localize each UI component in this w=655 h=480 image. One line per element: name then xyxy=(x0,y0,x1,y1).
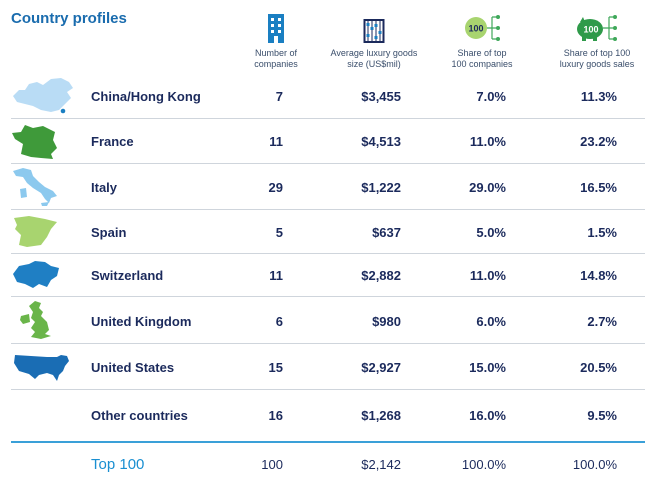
china-map-icon xyxy=(13,78,73,114)
total-row: Top 100 100 $2,142 100.0% 100.0% xyxy=(11,441,645,480)
usa-map-icon xyxy=(14,355,69,381)
italy-map-icon xyxy=(13,168,57,206)
cell-companies: 11 xyxy=(269,268,283,283)
cell-share-companies: 16.0% xyxy=(469,408,506,423)
header-label-line2: luxury goods sales xyxy=(559,58,635,69)
cell-share-sales: 23.2% xyxy=(580,134,617,149)
page-title: Country profiles xyxy=(11,10,127,27)
cell-share-sales: 16.5% xyxy=(580,180,617,195)
header-number-of-companies: Number of companies xyxy=(240,12,312,72)
cell-companies: 16 xyxy=(268,408,283,423)
cell-companies: 11 xyxy=(269,134,283,149)
header-label-line2: 100 companies xyxy=(451,58,513,69)
cell-share-companies: 100.0% xyxy=(461,457,506,472)
coin-badge-text: 100 xyxy=(468,24,483,34)
cell-companies: 100 xyxy=(261,457,283,472)
cell-share-sales: 14.8% xyxy=(580,268,617,283)
cell-share-companies: 29.0% xyxy=(469,180,506,195)
cell-companies: 29 xyxy=(268,180,283,195)
cell-share-companies: 15.0% xyxy=(469,360,506,375)
country-name: United Kingdom xyxy=(91,314,192,329)
header-average-size: Average luxury goods size (US$mil) xyxy=(322,12,426,72)
building-icon xyxy=(268,14,284,43)
country-name: China/Hong Kong xyxy=(91,89,201,104)
uk-map-icon xyxy=(20,301,51,339)
cell-share-companies: 11.0% xyxy=(469,134,506,149)
cell-companies: 15 xyxy=(268,360,283,375)
table-row: France 11 $4,513 11.0% 23.2% xyxy=(11,119,645,164)
table-row: Spain 5 $637 5.0% 1.5% xyxy=(11,210,645,254)
cell-share-sales: 100.0% xyxy=(572,457,617,472)
table-row: Italy 29 $1,222 29.0% 16.5% xyxy=(11,164,645,210)
coin-network-icon: 100 xyxy=(465,15,500,41)
cell-average-size: $3,455 xyxy=(361,89,401,104)
piggy-badge-text: 100 xyxy=(583,25,598,35)
piggy-bank-network-icon: 100 xyxy=(577,15,617,41)
header-label-line1: Number of xyxy=(254,48,298,58)
france-map-icon xyxy=(12,125,57,159)
cell-share-sales: 20.5% xyxy=(580,360,617,375)
cell-share-sales: 1.5% xyxy=(587,225,617,240)
cell-share-sales: 2.7% xyxy=(587,314,617,329)
table-row: China/Hong Kong 7 $3,455 7.0% 11.3% xyxy=(11,74,645,119)
header-label-line1: Average luxury goods xyxy=(330,48,418,58)
table-row: United Kingdom 6 $980 6.0% 2.7% xyxy=(11,297,645,344)
cell-companies: 7 xyxy=(275,89,283,104)
abacus-icon xyxy=(363,19,385,43)
country-name: Italy xyxy=(91,180,118,195)
cell-share-companies: 7.0% xyxy=(476,89,506,104)
cell-average-size: $4,513 xyxy=(361,134,401,149)
total-label: Top 100 xyxy=(91,456,145,473)
cell-companies: 5 xyxy=(275,225,283,240)
header-label-line1: Share of top xyxy=(457,48,507,58)
cell-share-companies: 5.0% xyxy=(476,225,506,240)
cell-average-size: $2,882 xyxy=(361,268,401,283)
country-name: Other countries xyxy=(91,408,188,423)
spain-map-icon xyxy=(14,216,57,247)
table-row: United States 15 $2,927 15.0% 20.5% xyxy=(11,344,645,390)
cell-share-companies: 6.0% xyxy=(476,314,506,329)
country-name: Spain xyxy=(91,225,127,240)
header-share-of-sales: 100 Share of top 100 luxury goods sales xyxy=(545,12,649,72)
country-name: United States xyxy=(91,360,175,375)
header-share-of-companies: 100 Share of top 100 companies xyxy=(438,12,526,72)
table-row: Other countries 16 $1,268 16.0% 9.5% xyxy=(11,390,645,440)
cell-share-sales: 11.3% xyxy=(580,89,617,104)
cell-companies: 6 xyxy=(275,314,283,329)
cell-share-sales: 9.5% xyxy=(587,408,617,423)
table-row: Switzerland 11 $2,882 11.0% 14.8% xyxy=(11,254,645,297)
cell-average-size: $1,222 xyxy=(361,180,401,195)
header-label-line2: companies xyxy=(254,58,298,69)
header-label-line1: Share of top 100 xyxy=(563,48,631,58)
header-label-line2: size (US$mil) xyxy=(347,58,401,69)
cell-average-size: $2,927 xyxy=(361,360,401,375)
cell-average-size: $980 xyxy=(372,314,401,329)
cell-average-size: $637 xyxy=(372,225,401,240)
cell-average-size: $2,142 xyxy=(361,457,401,472)
switzerland-map-icon xyxy=(13,261,59,288)
country-name: Switzerland xyxy=(91,268,164,283)
cell-average-size: $1,268 xyxy=(361,408,401,423)
cell-share-companies: 11.0% xyxy=(469,268,506,283)
country-name: France xyxy=(91,134,134,149)
